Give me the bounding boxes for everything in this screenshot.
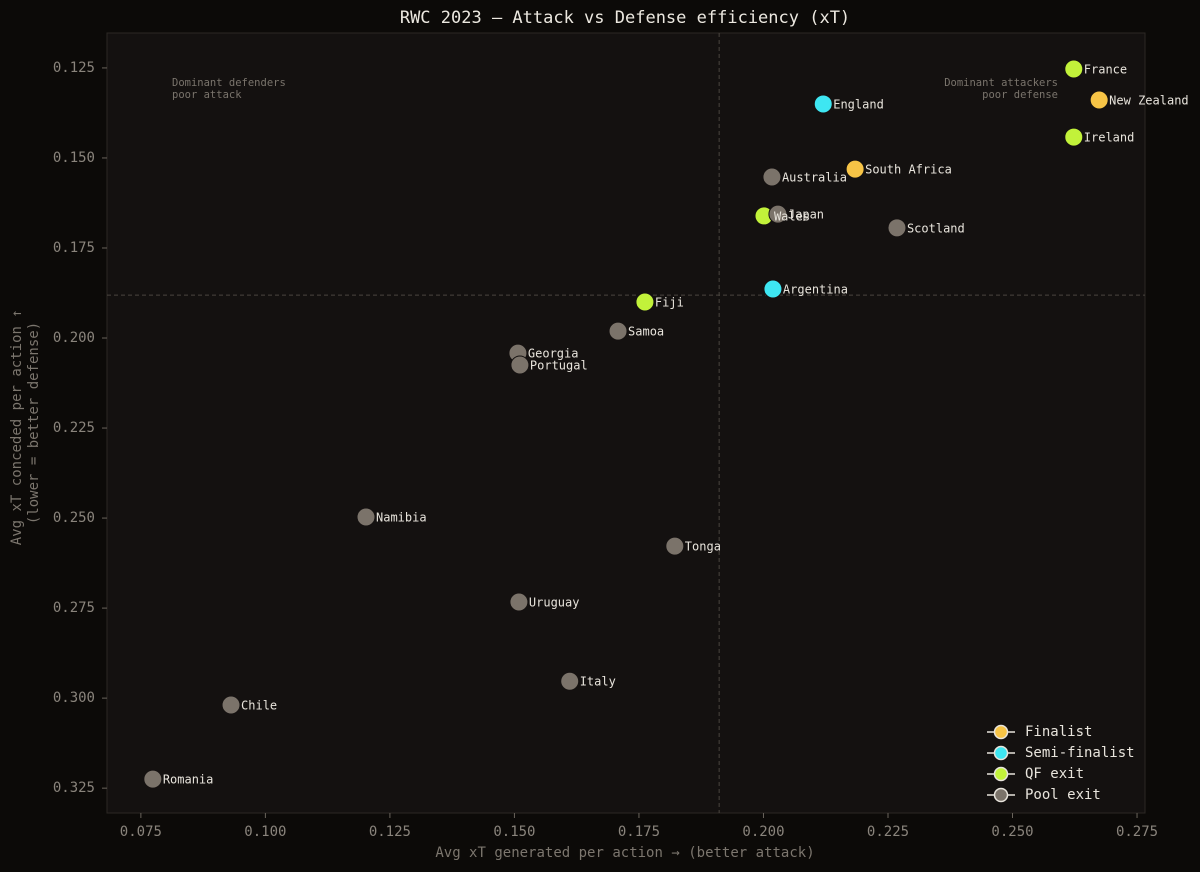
point-label: Scotland bbox=[907, 221, 965, 235]
plot-area bbox=[106, 32, 1146, 814]
point-label: Ireland bbox=[1084, 131, 1135, 145]
point-label: Romania bbox=[163, 773, 214, 787]
y-axis-label: Avg xT conceded per action ↑ (lower = be… bbox=[9, 301, 42, 545]
point bbox=[1064, 127, 1084, 147]
point bbox=[509, 592, 529, 612]
annotation-line: Dominant defenders bbox=[172, 77, 286, 89]
y-tick-label: 0.175 bbox=[53, 240, 95, 256]
point bbox=[635, 292, 655, 312]
x-tick-label: 0.200 bbox=[742, 824, 784, 840]
x-tick-label: 0.175 bbox=[618, 824, 660, 840]
point-label: Portugal bbox=[530, 359, 588, 373]
y-tick-label: 0.250 bbox=[53, 510, 95, 526]
point-label: Wales bbox=[774, 209, 810, 223]
point-label: Australia bbox=[782, 171, 847, 185]
point-label: South Africa bbox=[865, 163, 952, 177]
x-tick-label: 0.225 bbox=[867, 824, 909, 840]
point bbox=[1064, 59, 1084, 79]
point-label: Uruguay bbox=[529, 595, 580, 609]
legend-label: Pool exit bbox=[1025, 787, 1101, 803]
legend-marker bbox=[993, 724, 1009, 740]
legend-label: Semi-finalist bbox=[1025, 745, 1135, 761]
point bbox=[1089, 90, 1109, 110]
point-label: New Zealand bbox=[1109, 93, 1188, 107]
x-tick-label: 0.150 bbox=[493, 824, 535, 840]
annotation: Dominant defenders poor attack bbox=[172, 77, 286, 101]
point-label: Japan bbox=[788, 208, 824, 222]
point bbox=[845, 159, 865, 179]
legend-marker bbox=[993, 766, 1009, 782]
point-label: Samoa bbox=[628, 325, 664, 339]
point-label: Argentina bbox=[783, 283, 848, 297]
y-tick-label: 0.125 bbox=[53, 60, 95, 76]
point bbox=[510, 355, 530, 375]
annotation-line: Dominant attackers bbox=[944, 77, 1058, 89]
annotation-line: poor defense bbox=[982, 89, 1058, 101]
x-tick-label: 0.075 bbox=[120, 824, 162, 840]
point bbox=[560, 671, 580, 691]
point-label: France bbox=[1084, 63, 1127, 77]
x-tick-label: 0.250 bbox=[991, 824, 1033, 840]
point-label: Tonga bbox=[685, 540, 721, 554]
y-tick-label: 0.150 bbox=[53, 150, 95, 166]
point bbox=[762, 167, 782, 187]
annotation: Dominant attackers poor defense bbox=[944, 77, 1058, 101]
point bbox=[887, 218, 907, 238]
point-label: Namibia bbox=[376, 510, 427, 524]
point bbox=[221, 695, 241, 715]
point bbox=[356, 507, 376, 527]
x-tick-label: 0.100 bbox=[244, 824, 286, 840]
point bbox=[763, 279, 783, 299]
y-axis-label-line: (lower = better defense) bbox=[26, 322, 42, 524]
point bbox=[813, 94, 833, 114]
y-tick-label: 0.200 bbox=[53, 330, 95, 346]
point-label: Chile bbox=[241, 698, 277, 712]
chart-title: RWC 2023 — Attack vs Defense efficiency … bbox=[400, 8, 850, 28]
annotation-line: poor attack bbox=[172, 89, 242, 101]
y-axis-label-line: Avg xT conceded per action ↑ bbox=[9, 309, 25, 545]
legend-marker bbox=[993, 745, 1009, 761]
legend-label: QF exit bbox=[1025, 766, 1084, 782]
point bbox=[608, 321, 628, 341]
x-tick-label: 0.275 bbox=[1116, 824, 1158, 840]
point-label: England bbox=[833, 97, 884, 111]
y-tick-label: 0.300 bbox=[53, 690, 95, 706]
legend-label: Finalist bbox=[1025, 724, 1092, 740]
point-label: Italy bbox=[580, 675, 616, 689]
x-axis-label: Avg xT generated per action → (better at… bbox=[435, 845, 814, 861]
point bbox=[665, 536, 685, 556]
y-tick-label: 0.225 bbox=[53, 420, 95, 436]
point-label: Georgia bbox=[528, 347, 579, 361]
y-tick-label: 0.275 bbox=[53, 600, 95, 616]
legend-marker bbox=[993, 787, 1009, 803]
y-tick-label: 0.325 bbox=[53, 780, 95, 796]
point bbox=[143, 769, 163, 789]
point bbox=[768, 204, 788, 224]
x-tick-label: 0.125 bbox=[369, 824, 411, 840]
point-label: Fiji bbox=[655, 296, 684, 310]
